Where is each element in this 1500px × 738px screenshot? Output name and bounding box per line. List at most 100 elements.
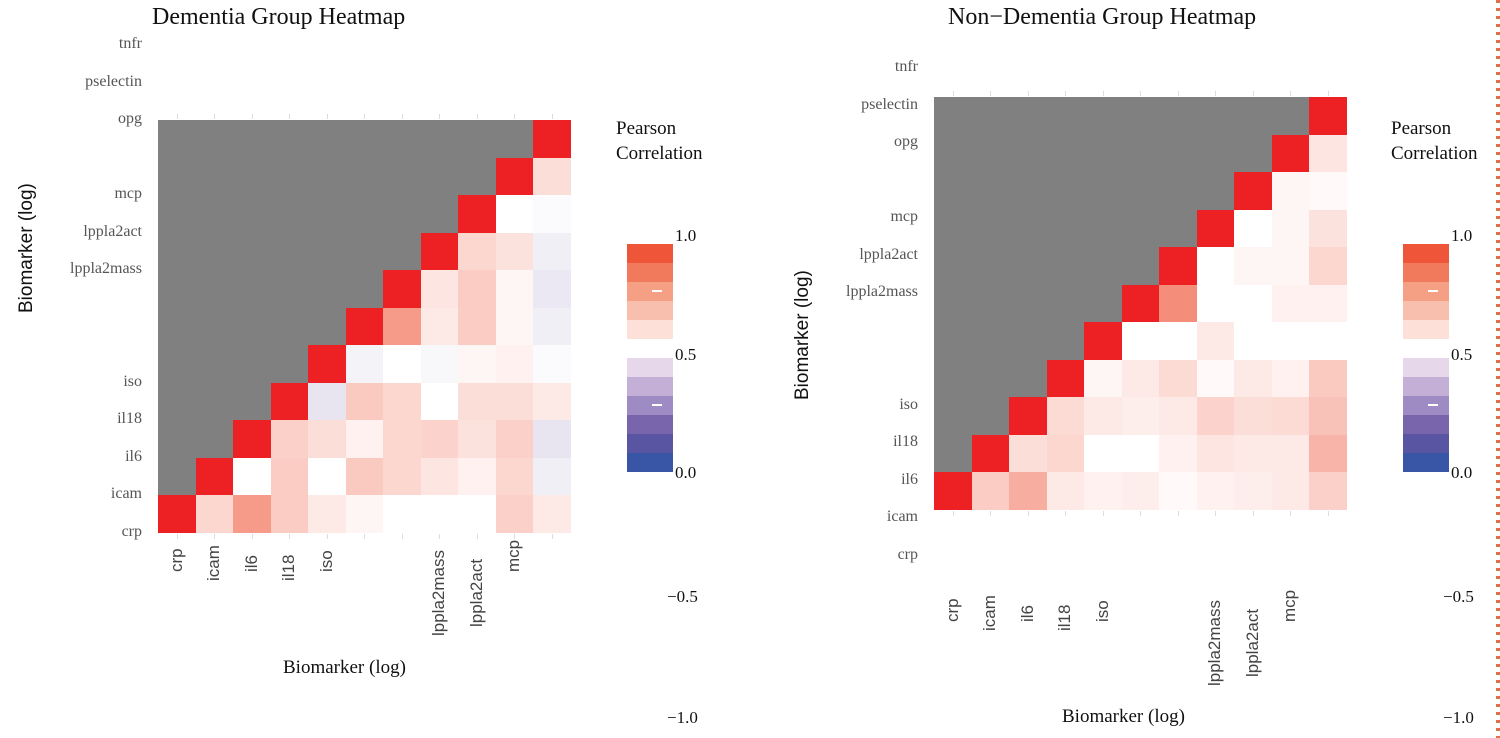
y-tick-label: mcp: [114, 185, 142, 202]
heatmap-cell: [420, 495, 459, 533]
heatmap-cell: [1271, 247, 1310, 285]
legend-tick-mark: [1428, 404, 1438, 406]
x-tick-mark: [401, 533, 403, 539]
x-tick-mark: [952, 510, 954, 516]
legend-title: Pearson Correlation: [1391, 118, 1478, 164]
heatmap-cell: [1271, 434, 1310, 473]
heatmap-cell: [1121, 322, 1160, 360]
x-tick-mark: [251, 533, 253, 539]
y-tick-label: pselectin: [85, 72, 142, 90]
x-tick-mark: [1252, 91, 1254, 96]
heatmap-cell: [345, 420, 384, 458]
x-tick-mark: [1290, 91, 1292, 96]
heatmap-cell: [458, 232, 496, 271]
legend-step-negative: [627, 358, 673, 377]
legend-label: −0.5: [667, 587, 698, 606]
masked-cell: [1084, 172, 1122, 210]
y-tick-label: icam: [110, 485, 142, 502]
heatmap-cell: [533, 420, 571, 458]
heatmap-cell: [1046, 434, 1085, 473]
masked-cell: [308, 270, 346, 308]
x-tick-mark: [1177, 91, 1179, 96]
masked-cell: [1196, 134, 1235, 173]
y-tick-label: lppla2mass: [846, 283, 918, 300]
masked-cell: [934, 397, 972, 435]
legend-step-positive: [627, 263, 673, 282]
masked-cell: [270, 307, 309, 346]
masked-cell: [158, 120, 196, 158]
legend-tick-mark: [652, 290, 662, 292]
masked-cell: [233, 345, 271, 383]
masked-cell: [383, 232, 421, 271]
heatmap-cell: [458, 307, 496, 346]
y-tick-label: crp: [121, 522, 142, 540]
heatmap-cell: [1234, 247, 1272, 285]
legend-label: 0.5: [1451, 345, 1473, 364]
heatmap-cell: [971, 434, 1010, 473]
heatmap-cell: [1309, 97, 1347, 135]
heatmap-cell: [533, 157, 571, 196]
heatmap-cell: [1309, 472, 1347, 510]
legend-label: 1.0: [1451, 226, 1473, 245]
x-tick-label: il6: [1017, 604, 1037, 622]
heatmap-cell: [1271, 134, 1310, 173]
masked-cell: [270, 157, 309, 196]
x-tick-mark: [1102, 91, 1104, 96]
heatmap-cell: [383, 270, 421, 308]
masked-cell: [1121, 97, 1160, 135]
x-tick-mark: [214, 114, 216, 119]
heatmap-cell: [270, 382, 309, 421]
heatmap-cell: [420, 232, 459, 271]
heatmap-cell: [308, 345, 346, 383]
heatmap-cell: [1271, 322, 1310, 360]
masked-cell: [158, 345, 196, 383]
masked-cell: [934, 209, 972, 248]
heatmap-cell: [495, 457, 534, 496]
masked-cell: [934, 359, 972, 398]
masked-cell: [308, 120, 346, 158]
non-dementia-panel: Non−Dementia Group Heatmap Biomarker (lo…: [760, 0, 1500, 738]
masked-cell: [1121, 209, 1160, 248]
heatmap-cell: [345, 307, 384, 346]
masked-cell: [971, 172, 1010, 210]
heatmap-cell: [495, 195, 534, 233]
legend-label: 0.0: [675, 463, 697, 482]
heatmap-cell: [383, 495, 421, 533]
heatmap-cell: [1121, 359, 1160, 398]
masked-cell: [1046, 284, 1085, 323]
masked-cell: [383, 157, 421, 196]
x-tick-mark: [952, 91, 954, 96]
masked-cell: [195, 270, 234, 308]
heatmap-cell: [533, 382, 571, 421]
x-tick-mark: [1252, 510, 1254, 516]
heatmap-cell: [1046, 359, 1085, 398]
masked-cell: [270, 345, 309, 383]
masked-cell: [1196, 97, 1235, 135]
dementia-panel: Dementia Group Heatmap Biomarker (log) B…: [16, 4, 703, 727]
heatmap-cell: [458, 495, 496, 533]
masked-cell: [420, 157, 459, 196]
heatmap-cell: [533, 270, 571, 308]
masked-cell: [495, 120, 534, 158]
heatmap-cell: [383, 457, 421, 496]
heatmap-cell: [971, 472, 1010, 510]
x-tick-mark: [476, 114, 478, 119]
x-tick-mark: [1215, 91, 1217, 96]
y-tick-label: tnfr: [118, 35, 142, 52]
heatmap-cell: [1196, 434, 1235, 473]
heatmap-cell: [1234, 209, 1272, 248]
x-tick-mark: [1290, 510, 1292, 516]
heatmap-cell: [345, 345, 384, 383]
heatmap-cell: [458, 382, 496, 421]
legend-step-positive: [627, 244, 673, 263]
masked-cell: [934, 434, 972, 473]
x-axis-title: Biomarker (log): [1062, 706, 1185, 727]
masked-cell: [270, 270, 309, 308]
heatmap-cell: [1159, 284, 1197, 323]
heatmap-cell: [1159, 434, 1197, 473]
y-tick-label: lppla2act: [859, 245, 918, 263]
masked-cell: [345, 120, 384, 158]
y-tick-label: il18: [117, 410, 142, 427]
heatmap-cell: [533, 345, 571, 383]
legend-step-positive: [627, 301, 673, 320]
